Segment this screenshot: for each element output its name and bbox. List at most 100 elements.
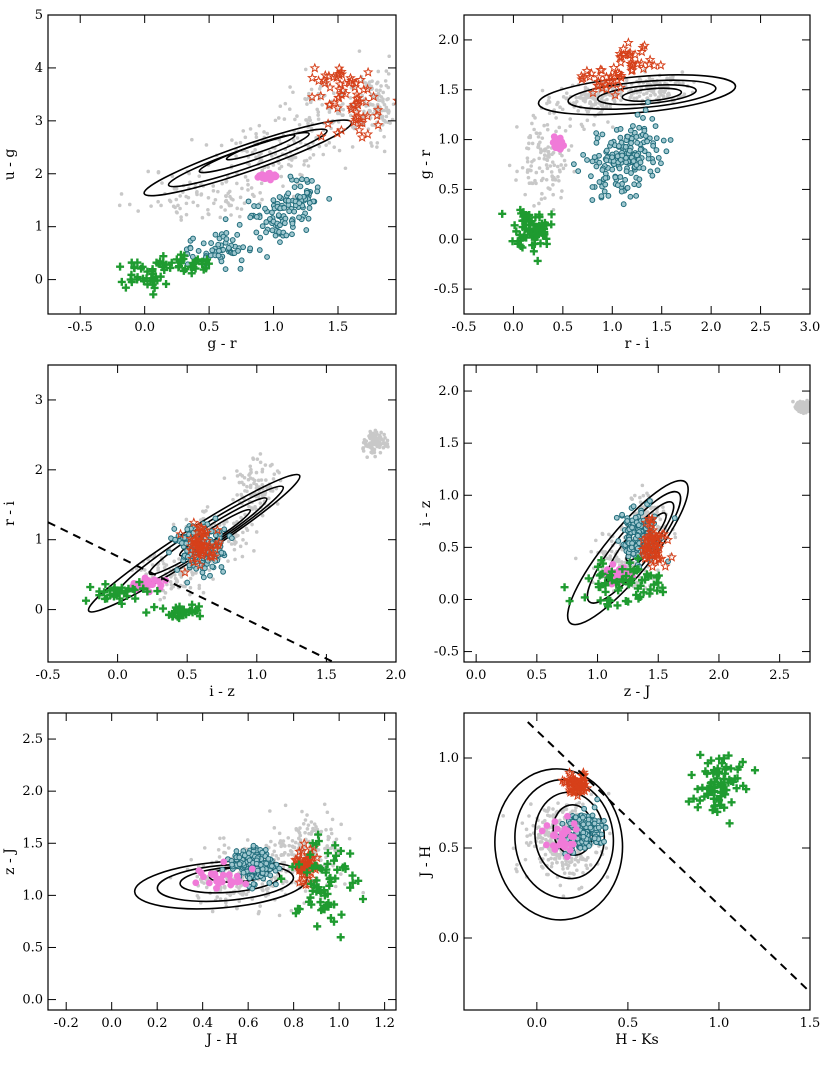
grey-point xyxy=(178,206,182,211)
star-point xyxy=(647,561,658,572)
circle-point xyxy=(253,213,260,220)
star-point xyxy=(651,544,663,556)
contour-line xyxy=(567,79,717,110)
grey-point xyxy=(156,566,160,570)
circle-point xyxy=(296,200,303,207)
plus-point xyxy=(547,210,556,219)
grey-point xyxy=(291,138,296,142)
grey-point xyxy=(322,802,327,807)
grey-point xyxy=(244,541,249,546)
grey-point xyxy=(301,821,306,826)
grey-point xyxy=(384,69,389,73)
circle-point xyxy=(667,137,674,143)
grey-point xyxy=(645,491,649,496)
plus-point xyxy=(696,750,705,759)
plus-point xyxy=(176,256,185,265)
grey-point xyxy=(201,863,206,868)
grey-point xyxy=(232,542,237,546)
grey-point xyxy=(361,890,365,895)
grey-point xyxy=(287,843,292,848)
grey-point xyxy=(380,114,385,119)
grey-point xyxy=(233,557,237,562)
grey-point xyxy=(188,576,193,581)
x-axis-label: z - J xyxy=(624,684,651,700)
grey-point xyxy=(297,842,302,846)
circle-point xyxy=(624,518,631,524)
grey-point xyxy=(560,189,564,193)
star-point xyxy=(564,767,575,778)
circle-point xyxy=(218,549,225,556)
plus-point xyxy=(727,798,736,807)
grey-point xyxy=(564,91,569,95)
grey-point xyxy=(547,155,551,159)
plus-point xyxy=(139,584,148,593)
circle-point xyxy=(172,536,179,543)
grey-point xyxy=(162,565,167,570)
grey-point xyxy=(551,192,555,197)
star-point xyxy=(568,786,579,798)
plus-point xyxy=(288,862,297,871)
grey-point xyxy=(546,98,551,103)
circle-point xyxy=(225,245,232,251)
plus-point xyxy=(718,759,727,768)
grey-point xyxy=(551,807,555,811)
star-point xyxy=(349,81,361,92)
circle-point xyxy=(209,247,216,254)
grey-point xyxy=(624,78,629,83)
grey-point xyxy=(546,807,551,812)
circle-point xyxy=(266,880,273,886)
grey-point xyxy=(291,194,296,199)
circle-point xyxy=(588,173,594,180)
star-point xyxy=(179,566,191,577)
grey-point xyxy=(297,122,302,127)
grey-point xyxy=(538,847,543,851)
star-point xyxy=(306,91,318,102)
grey-point xyxy=(791,399,795,404)
plus-point xyxy=(131,594,140,603)
grey-point xyxy=(608,831,612,836)
grey-point xyxy=(533,116,537,120)
grey-point xyxy=(202,881,206,885)
plus-point xyxy=(121,283,130,292)
star-point xyxy=(646,514,657,525)
circle-point xyxy=(174,567,181,573)
star-point xyxy=(199,539,210,550)
grey-point xyxy=(260,168,265,173)
star-point xyxy=(666,551,678,562)
grey-point xyxy=(223,208,227,212)
grey-point xyxy=(378,437,383,441)
plus-point xyxy=(596,596,605,605)
star-point xyxy=(209,539,221,550)
grey-point xyxy=(238,472,243,477)
grey-point xyxy=(542,157,547,161)
star-point xyxy=(362,66,374,77)
grey-point xyxy=(204,885,209,890)
circle-point xyxy=(256,247,263,253)
circle-point xyxy=(649,115,656,122)
y-tick-label: 2 xyxy=(35,167,43,182)
grey-point xyxy=(188,585,193,590)
y-tick-label: 3 xyxy=(35,114,43,129)
grey-point xyxy=(577,887,581,891)
grey-point xyxy=(195,203,200,208)
grey-point xyxy=(546,145,551,149)
grey-point xyxy=(553,178,558,182)
circle-point xyxy=(297,194,303,200)
grey-point xyxy=(589,102,594,106)
grey-point xyxy=(159,203,163,208)
grey-point xyxy=(650,505,654,510)
plus-point xyxy=(100,588,109,597)
star-point xyxy=(190,547,202,558)
grey-point xyxy=(383,444,388,448)
grey-point xyxy=(195,190,199,194)
plus-point xyxy=(194,602,203,611)
star-point xyxy=(643,58,655,69)
grey-point xyxy=(289,908,294,913)
circle-point xyxy=(580,821,587,828)
circle-point xyxy=(263,219,270,225)
grey-point xyxy=(659,90,663,95)
grey-point xyxy=(286,162,291,167)
circle-point xyxy=(599,167,606,173)
plus-point xyxy=(732,784,741,793)
circle-point xyxy=(283,232,290,239)
